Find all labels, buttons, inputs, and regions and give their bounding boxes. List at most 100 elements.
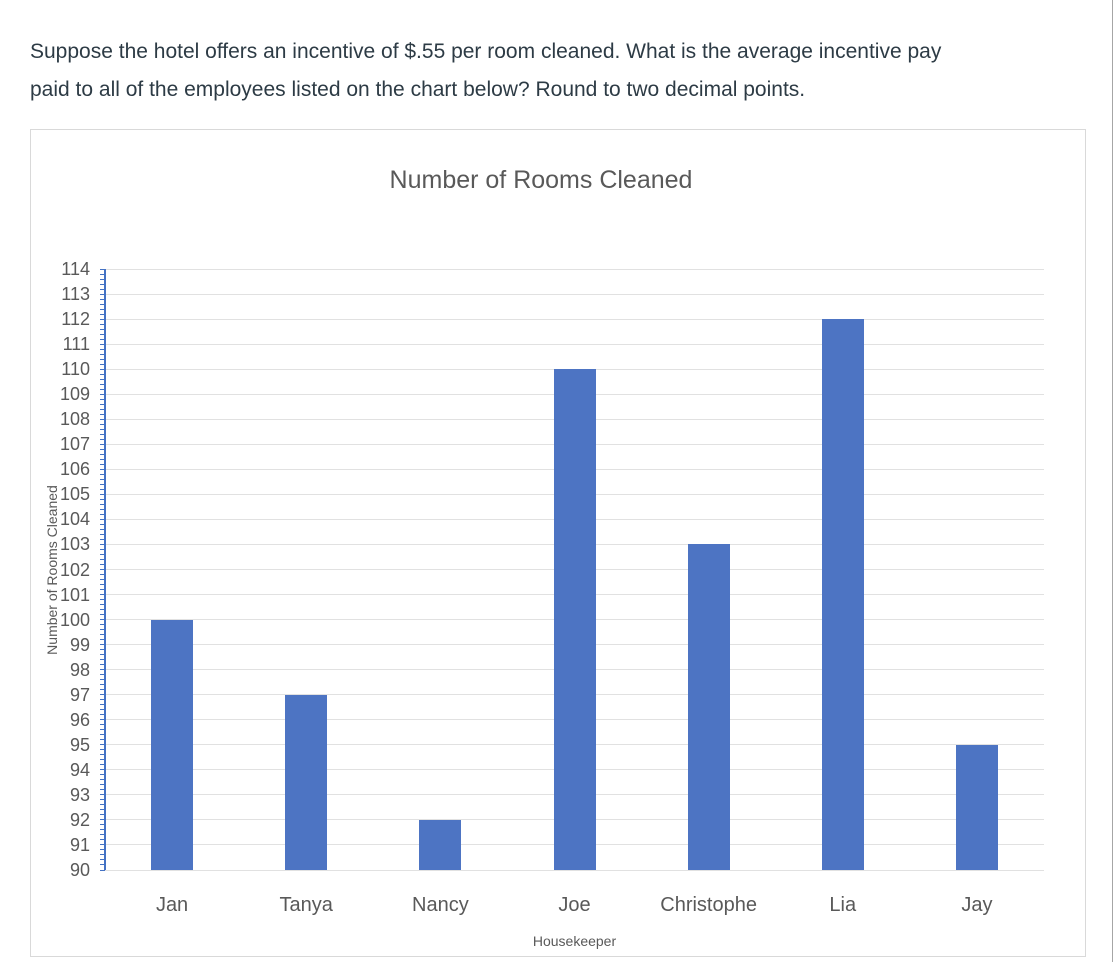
axis-minor-tick — [100, 789, 105, 791]
chart-title: Number of Rooms Cleaned — [389, 166, 693, 194]
bar-joe — [553, 369, 596, 870]
axis-minor-tick — [100, 699, 105, 701]
axis-minor-tick — [100, 313, 105, 315]
axis-minor-tick — [100, 378, 105, 380]
axis-minor-tick — [100, 599, 105, 601]
axis-minor-tick — [100, 609, 105, 611]
axis-minor-tick — [100, 293, 105, 295]
x-category-label: Tanya — [279, 894, 333, 916]
axis-minor-tick — [100, 508, 105, 510]
y-tick-label: 112 — [61, 309, 90, 330]
gridline — [105, 869, 1044, 871]
y-tick-label: 104 — [59, 509, 90, 530]
axis-minor-tick — [100, 694, 105, 696]
y-tick-label: 98 — [69, 659, 90, 680]
axis-minor-tick — [100, 553, 105, 555]
axis-minor-tick — [100, 498, 105, 500]
gridline — [105, 318, 1044, 320]
axis-minor-tick — [100, 854, 105, 856]
y-tick-label: 96 — [69, 709, 90, 730]
bar-lia — [821, 319, 864, 870]
axis-minor-tick — [100, 684, 105, 686]
axis-minor-tick — [100, 343, 105, 345]
axis-minor-tick — [100, 403, 105, 405]
axis-minor-tick — [100, 764, 105, 766]
axis-minor-tick — [100, 563, 105, 565]
axis-minor-tick — [100, 338, 105, 340]
axis-minor-tick — [100, 654, 105, 656]
y-tick-label: 109 — [59, 384, 90, 405]
axis-minor-tick — [100, 523, 105, 525]
axis-minor-tick — [100, 859, 105, 861]
axis-minor-tick — [100, 383, 105, 385]
axis-minor-tick — [100, 739, 105, 741]
y-tick-label: 107 — [59, 434, 90, 455]
axis-minor-tick — [100, 453, 105, 455]
axis-minor-tick — [100, 528, 105, 530]
axis-minor-tick — [100, 278, 105, 280]
axis-minor-tick — [100, 759, 105, 761]
y-tick-label: 105 — [59, 484, 90, 505]
axis-minor-tick — [100, 303, 105, 305]
axis-minor-tick — [100, 754, 105, 756]
axis-minor-tick — [100, 624, 105, 626]
axis-minor-tick — [100, 363, 105, 365]
axis-minor-tick — [100, 744, 105, 746]
axis-minor-tick — [100, 558, 105, 560]
x-category-label: Jay — [961, 894, 993, 916]
axis-minor-tick — [100, 448, 105, 450]
x-category-label: Joe — [558, 894, 591, 916]
axis-minor-tick — [100, 824, 105, 826]
axis-minor-tick — [100, 423, 105, 425]
axis-minor-tick — [100, 503, 105, 505]
axis-minor-tick — [100, 358, 105, 360]
axis-minor-tick — [100, 849, 105, 851]
axis-minor-tick — [100, 679, 105, 681]
axis-minor-tick — [100, 819, 105, 821]
axis-minor-tick — [100, 408, 105, 410]
axis-minor-tick — [100, 569, 105, 570]
axis-minor-tick — [100, 619, 105, 621]
axis-minor-tick — [100, 438, 105, 440]
axis-minor-tick — [100, 458, 105, 460]
y-tick-label: 100 — [59, 609, 90, 630]
y-tick-label: 94 — [69, 759, 90, 780]
axis-minor-tick — [100, 318, 105, 320]
axis-minor-tick — [100, 729, 105, 731]
y-tick-label: 111 — [62, 334, 90, 355]
axis-minor-tick — [100, 488, 105, 490]
axis-minor-tick — [100, 584, 105, 586]
y-tick-label: 102 — [59, 559, 90, 580]
chart-card: Number of Rooms Cleaned Number of Rooms … — [30, 129, 1086, 957]
axis-minor-tick — [100, 734, 105, 736]
axis-minor-tick — [100, 413, 105, 415]
axis-minor-tick — [100, 814, 105, 816]
page-right-border — [1112, 0, 1113, 962]
axis-minor-tick — [100, 493, 105, 495]
axis-minor-tick — [100, 719, 105, 721]
axis-minor-tick — [100, 478, 105, 480]
x-category-label: Christophe — [660, 894, 757, 916]
y-tick-label: 106 — [59, 459, 90, 480]
axis-minor-tick — [100, 604, 105, 606]
axis-minor-tick — [100, 579, 105, 581]
axis-minor-tick — [100, 268, 105, 270]
axis-minor-tick — [100, 639, 105, 641]
axis-minor-tick — [100, 288, 105, 290]
axis-minor-tick — [100, 428, 105, 430]
axis-minor-tick — [100, 724, 105, 726]
axis-minor-tick — [100, 538, 105, 540]
axis-minor-tick — [100, 649, 105, 651]
axis-minor-tick — [100, 644, 105, 646]
axis-minor-tick — [100, 844, 105, 846]
axis-minor-tick — [100, 348, 105, 350]
y-tick-label: 99 — [69, 634, 90, 655]
axis-minor-tick — [100, 689, 105, 691]
axis-minor-tick — [100, 433, 105, 435]
bar-tanya — [285, 694, 328, 870]
bar-jay — [955, 744, 998, 870]
axis-minor-tick — [100, 834, 105, 836]
y-tick-label: 103 — [59, 534, 90, 555]
axis-minor-tick — [100, 574, 105, 575]
